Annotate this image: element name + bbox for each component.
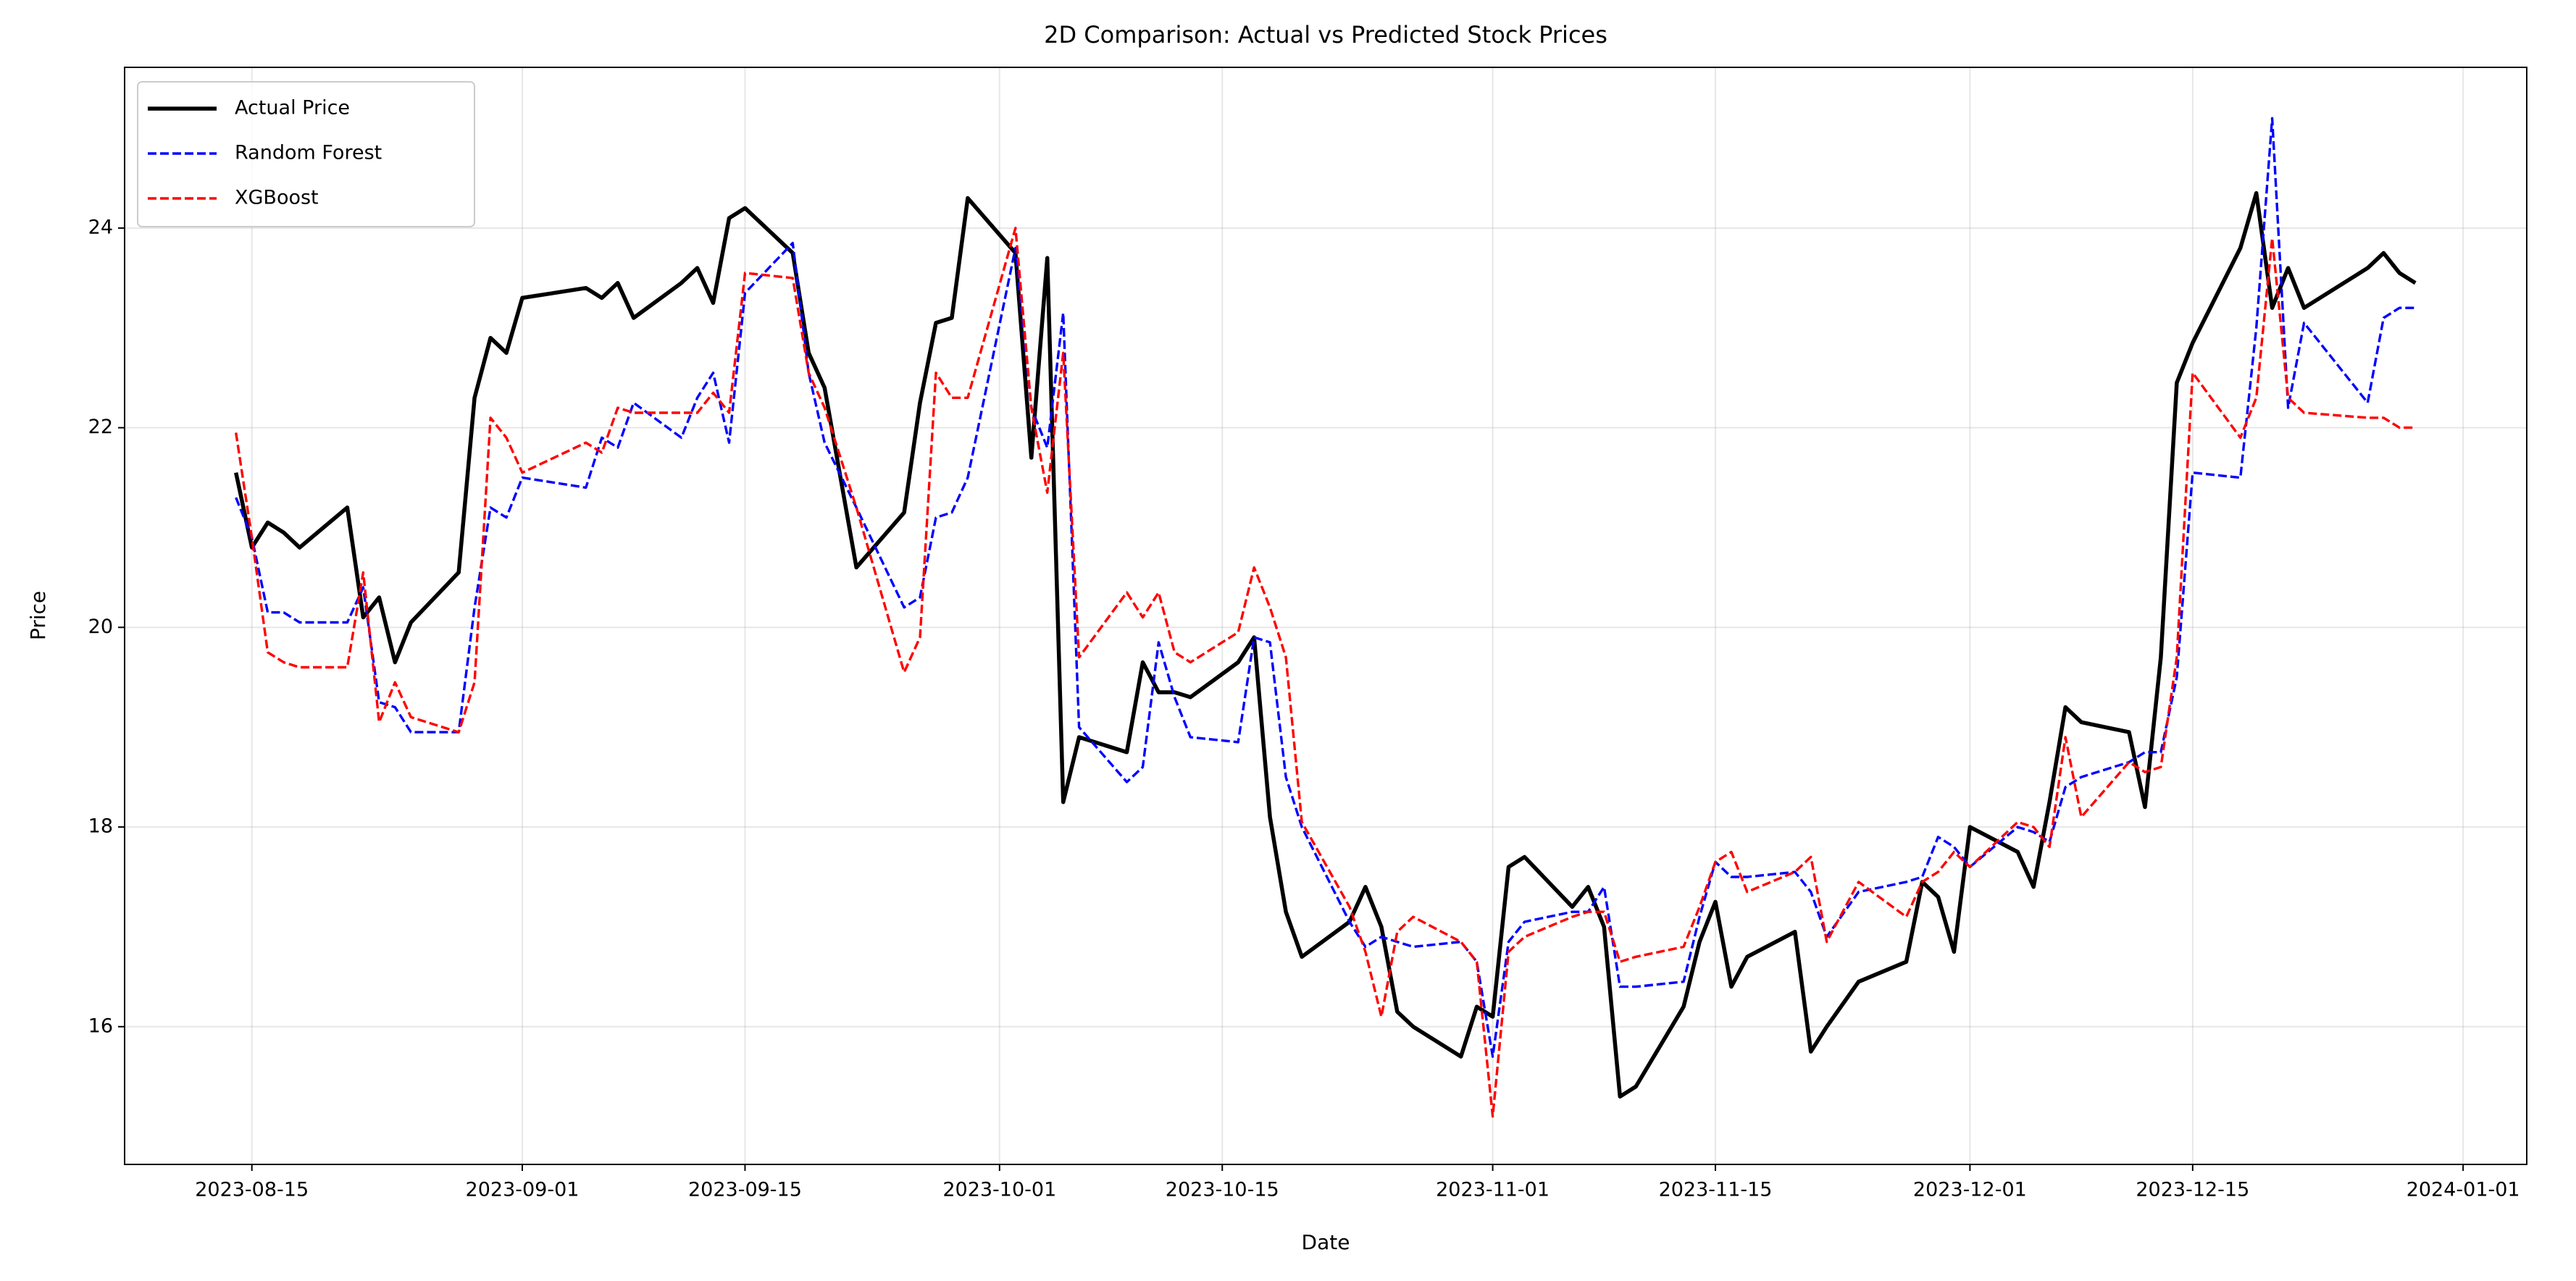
x-tick-label: 2023-11-01: [1436, 1179, 1550, 1201]
x-tick-label: 2023-12-01: [1913, 1179, 2027, 1201]
x-tick-label: 2023-10-15: [1166, 1179, 1279, 1201]
legend-box: [137, 81, 475, 227]
series-line: [234, 190, 2417, 1099]
x-tick-label: 2023-12-15: [2136, 1179, 2249, 1201]
x-axis-label: Date: [1302, 1230, 1350, 1254]
x-tick-label: 2023-10-01: [942, 1179, 1056, 1201]
legend-label: Actual Price: [235, 97, 350, 119]
plot-frame: [124, 67, 2527, 1165]
y-tick-label: 18: [88, 815, 113, 838]
y-tick-label: 24: [88, 216, 113, 238]
x-tick-label: 2023-09-01: [466, 1179, 580, 1201]
y-axis-label: Price: [26, 591, 50, 640]
chart-title: 2D Comparison: Actual vs Predicted Stock…: [1044, 21, 1607, 49]
x-tick-label: 2023-08-15: [195, 1179, 309, 1201]
x-tick-label: 2023-09-15: [688, 1179, 802, 1201]
y-tick-label: 16: [88, 1015, 113, 1037]
y-tick-label: 20: [88, 616, 113, 638]
x-tick-label: 2024-01-01: [2406, 1179, 2520, 1201]
series-line: [235, 227, 2416, 1118]
x-tick-label: 2023-11-15: [1659, 1179, 1773, 1201]
legend-label: Random Forest: [235, 142, 382, 164]
y-tick-label: 22: [88, 416, 113, 438]
series-line: [235, 117, 2416, 1058]
legend-label: XGBoost: [235, 187, 319, 209]
